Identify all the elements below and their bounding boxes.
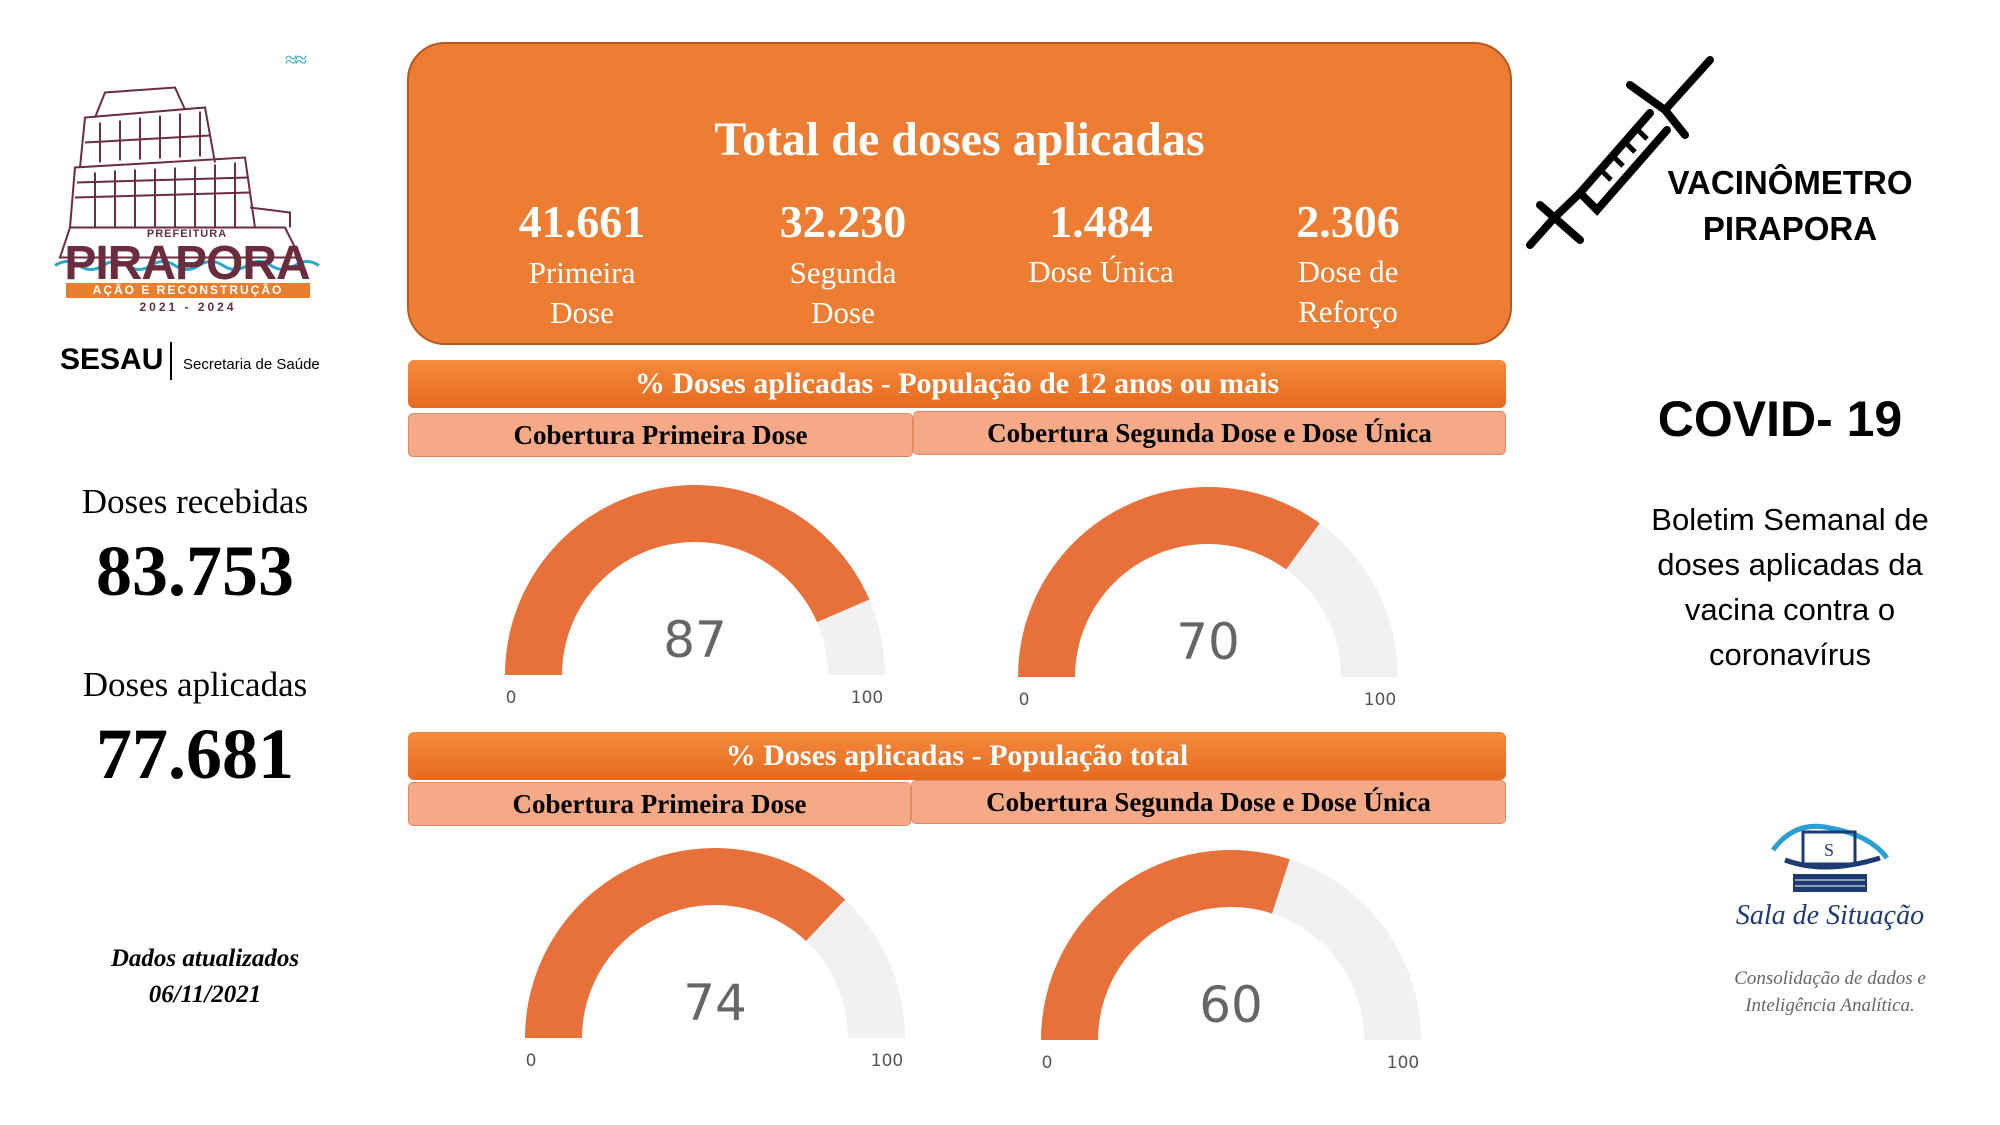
gauge-total-first-dose: 74 0 100 bbox=[525, 848, 905, 1071]
sala-de-situacao-logo-icon: S bbox=[1770, 823, 1890, 892]
doses-received-value: 83.753 bbox=[96, 531, 294, 611]
second-dose-label-line1: Segunda bbox=[789, 255, 897, 290]
second-dose-value: 32.230 bbox=[779, 196, 907, 247]
logo-tagline: AÇÃO E RECONSTRUÇÃO bbox=[66, 283, 310, 298]
doses-applied-label: Doses aplicadas bbox=[82, 665, 308, 704]
gauge-max-label: 100 bbox=[851, 688, 883, 708]
gauge-value-arc bbox=[1018, 487, 1320, 677]
gauge-value-label: 70 bbox=[1176, 613, 1240, 671]
gauge-total-second-dose: 60 0 100 bbox=[1041, 850, 1421, 1073]
gauge-max-label: 100 bbox=[1387, 1053, 1419, 1073]
gauge-12plus-first-dose: 87 0 100 bbox=[505, 485, 885, 708]
logo-city-name: PIRAPORA bbox=[64, 237, 310, 290]
department-name: Secretaria de Saúde bbox=[183, 356, 320, 373]
first-dose-value: 41.661 bbox=[518, 196, 646, 247]
total-doses-card bbox=[407, 42, 1512, 345]
department-acronym: SESAU bbox=[60, 343, 164, 376]
gauge-value-label: 60 bbox=[1199, 976, 1263, 1034]
gauge-value-arc bbox=[505, 485, 870, 675]
second-dose-label-line2: Dose bbox=[811, 295, 875, 330]
gauge-12plus-second-dose: 70 0 100 bbox=[1018, 487, 1398, 710]
gauge-value-arc bbox=[1041, 850, 1290, 1040]
section-total-second-dose-label: Cobertura Segunda Dose e Dose Única bbox=[911, 780, 1506, 824]
section-12plus-header: % Doses aplicadas - População de 12 anos… bbox=[408, 360, 1506, 408]
bulletin-line: vacina contra o bbox=[1684, 592, 1896, 627]
sala-desc-line2: Inteligência Analítica. bbox=[1745, 995, 1915, 1016]
section-total-header: % Doses aplicadas - População total bbox=[408, 732, 1506, 780]
sala-de-situacao-description: Consolidação de dados e Inteligência Ana… bbox=[1680, 965, 1980, 1019]
logo-prefeitura-text: PREFEITURA bbox=[146, 228, 228, 240]
update-label: Dados atualizados bbox=[110, 945, 300, 972]
gauge-value-arc bbox=[525, 848, 846, 1038]
sala-de-situacao-title: Sala de Situação bbox=[1735, 900, 1925, 931]
bulletin-description: Boletim Semanal de doses aplicadas da va… bbox=[1620, 497, 1960, 677]
pirapora-logo-illustration bbox=[54, 86, 320, 271]
booster-dose-value: 2.306 bbox=[1296, 196, 1400, 247]
section-12plus-first-dose-label: Cobertura Primeira Dose bbox=[408, 413, 913, 457]
doses-applied-value: 77.681 bbox=[96, 714, 294, 794]
bulletin-line: coronavírus bbox=[1709, 637, 1871, 672]
bulletin-line: doses aplicadas da bbox=[1657, 547, 1923, 582]
booster-dose-label-line2: Reforço bbox=[1298, 294, 1398, 329]
booster-dose-label-line1: Dose de bbox=[1297, 254, 1399, 289]
gauge-max-label: 100 bbox=[1364, 690, 1396, 710]
update-date: 06/11/2021 bbox=[148, 981, 262, 1008]
first-dose-label-line2: Dose bbox=[550, 295, 614, 330]
gauge-value-label: 87 bbox=[663, 611, 727, 669]
logo-years: 2021 - 2024 bbox=[139, 300, 237, 314]
doses-received-label: Doses recebidas bbox=[81, 482, 309, 521]
brand-title: VACINÔMETRO PIRAPORA bbox=[1640, 160, 1940, 252]
section-total-first-dose-label: Cobertura Primeira Dose bbox=[408, 782, 911, 826]
gauge-min-label: 0 bbox=[506, 688, 517, 708]
gauge-min-label: 0 bbox=[1042, 1053, 1053, 1073]
gauge-min-label: 0 bbox=[526, 1051, 537, 1071]
gauge-max-label: 100 bbox=[871, 1051, 903, 1071]
total-doses-title: Total de doses aplicadas bbox=[714, 113, 1205, 166]
wave-icon: ≈≈ bbox=[285, 47, 307, 72]
divider bbox=[170, 342, 172, 380]
gauge-value-label: 74 bbox=[683, 974, 747, 1032]
first-dose-label-line1: Primeira bbox=[528, 255, 636, 290]
sala-desc-line1: Consolidação de dados e bbox=[1734, 968, 1926, 989]
covid-heading: COVID- 19 bbox=[1657, 391, 1903, 447]
single-dose-label-line1: Dose Única bbox=[1028, 254, 1174, 289]
section-12plus-second-dose-label: Cobertura Segunda Dose e Dose Única bbox=[913, 411, 1506, 455]
gauge-min-label: 0 bbox=[1019, 690, 1030, 710]
syringe-icon bbox=[1526, 56, 1714, 249]
single-dose-value: 1.484 bbox=[1049, 196, 1153, 247]
brand-title-line1: VACINÔMETRO bbox=[1667, 164, 1913, 201]
svg-text:S: S bbox=[1824, 840, 1834, 860]
bulletin-line: Boletim Semanal de bbox=[1651, 502, 1929, 537]
brand-title-line2: PIRAPORA bbox=[1702, 210, 1878, 247]
